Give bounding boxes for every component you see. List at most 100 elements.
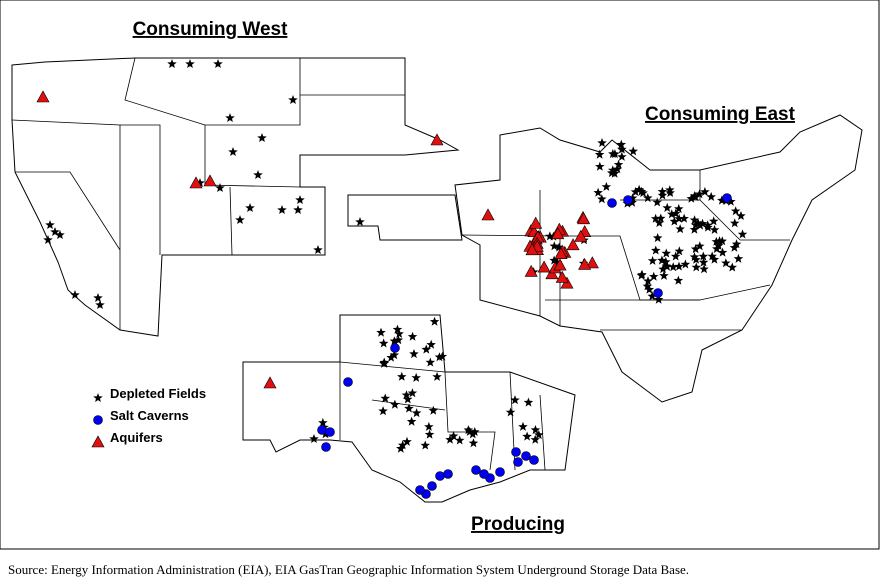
salt-cavern xyxy=(607,198,617,208)
depleted-field xyxy=(695,220,705,230)
depleted-field xyxy=(505,407,516,417)
depleted-field xyxy=(665,188,675,197)
depleted-field xyxy=(689,215,700,225)
depleted-field xyxy=(389,350,400,360)
depleted-field xyxy=(613,159,624,169)
salt-cavern xyxy=(390,343,400,353)
salt-cavern xyxy=(443,469,453,479)
salt-cavern xyxy=(471,465,481,475)
depleted-field xyxy=(93,393,103,402)
depleted-field xyxy=(689,252,700,262)
depleted-field xyxy=(392,324,403,334)
depleted-field xyxy=(680,259,691,269)
depleted-field xyxy=(726,196,736,206)
legend: Depleted Fields Salt Caverns Aquifers xyxy=(91,386,206,448)
depleted-field xyxy=(689,224,700,234)
salt-cavern xyxy=(495,467,505,477)
depleted-field xyxy=(714,236,725,246)
depleted-field xyxy=(402,436,412,446)
depleted-field xyxy=(530,434,540,444)
depleted-field xyxy=(406,416,417,426)
depleted-field xyxy=(650,213,661,223)
state-lines xyxy=(539,394,546,471)
depleted-field xyxy=(313,245,323,254)
depleted-field xyxy=(597,138,607,147)
legend-label: Salt Caverns xyxy=(110,408,189,423)
legend-label: Aquifers xyxy=(110,430,163,445)
region-label: Producing xyxy=(471,514,565,535)
depleted-field xyxy=(657,190,668,200)
depleted-field xyxy=(703,222,713,232)
aquifer xyxy=(263,376,277,389)
depleted-field xyxy=(679,213,689,223)
salt-cavern xyxy=(427,481,437,491)
depleted-field xyxy=(636,270,647,280)
depleted-field xyxy=(730,206,741,216)
depleted-field xyxy=(253,170,263,179)
depleted-field xyxy=(257,133,267,142)
depleted-field xyxy=(698,257,709,267)
salt-cavern xyxy=(93,415,103,425)
depleted-field xyxy=(401,390,412,400)
depleted-field xyxy=(309,434,319,443)
depleted-field xyxy=(43,235,53,244)
aquifer xyxy=(585,256,599,269)
depleted-field xyxy=(434,352,445,362)
east-region xyxy=(454,114,863,403)
depleted-field xyxy=(390,399,400,409)
depleted-field xyxy=(668,262,678,272)
depleted-field xyxy=(717,247,728,257)
depleted-field xyxy=(670,251,681,261)
aquifer xyxy=(554,247,568,260)
salt-cavern xyxy=(415,485,425,495)
depleted-field xyxy=(593,187,603,197)
depleted-field xyxy=(425,357,436,367)
depleted-field xyxy=(647,291,657,301)
depleted-field xyxy=(534,430,544,439)
aquifer xyxy=(566,238,580,251)
depleted-field xyxy=(686,193,697,203)
depleted-field xyxy=(730,218,740,228)
state-lines xyxy=(15,171,121,251)
depleted-field xyxy=(731,239,742,249)
depleted-field xyxy=(437,351,448,361)
aquifer xyxy=(551,227,565,240)
depleted-field xyxy=(407,388,418,398)
depleted-field xyxy=(318,417,328,427)
depleted-field xyxy=(295,195,305,204)
depleted-field xyxy=(597,194,607,204)
depleted-field xyxy=(380,393,390,403)
aquifer xyxy=(524,264,538,277)
state-lines xyxy=(229,186,233,256)
depleted-field xyxy=(518,421,528,431)
depleted-field xyxy=(379,357,389,367)
depleted-field xyxy=(389,336,400,346)
depleted-field xyxy=(697,218,708,228)
depleted-field xyxy=(554,242,564,252)
depleted-field xyxy=(167,59,177,68)
depleted-field xyxy=(662,261,672,271)
region-label: Consuming West xyxy=(133,19,288,40)
depleted-field xyxy=(736,211,746,220)
depleted-field xyxy=(711,236,721,246)
depleted-field xyxy=(636,186,647,196)
depleted-field xyxy=(659,270,669,280)
depleted-field xyxy=(95,300,105,309)
depleted-field xyxy=(407,331,418,341)
depleted-field xyxy=(601,181,612,191)
depleted-field xyxy=(647,255,658,265)
depleted-field xyxy=(695,241,705,251)
aquifer xyxy=(203,174,217,187)
depleted-field xyxy=(397,371,407,381)
depleted-field xyxy=(674,203,684,213)
salt-cavern xyxy=(479,469,489,479)
depleted-field xyxy=(662,202,672,212)
depleted-field xyxy=(669,216,680,226)
depleted-field xyxy=(393,335,404,345)
depleted-field xyxy=(228,147,238,156)
aquifer xyxy=(537,260,551,273)
depleted-field xyxy=(661,256,671,266)
depleted-field xyxy=(652,197,662,207)
salt-cavern xyxy=(343,377,353,387)
